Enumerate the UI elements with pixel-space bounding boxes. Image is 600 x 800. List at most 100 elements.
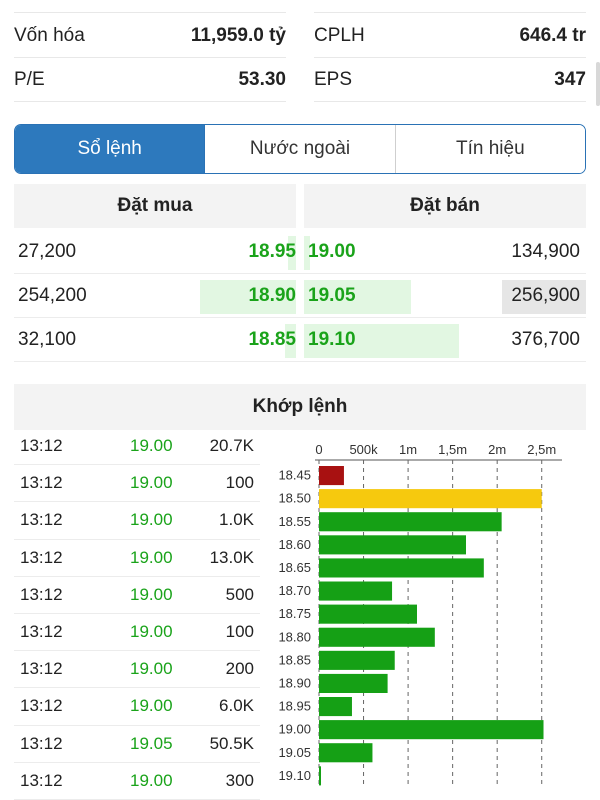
price-level-label: 18.85 (278, 652, 311, 667)
x-tick-label: 500k (349, 442, 378, 457)
trade-row: 13:12 19.00 13.0K (14, 540, 260, 577)
buy-header: Đặt mua (14, 184, 296, 228)
scrollbar[interactable] (596, 62, 600, 106)
price-level-label: 19.10 (278, 768, 311, 783)
trade-volume: 1.0K (219, 510, 254, 530)
stat-row-pe: P/E 53.30 (14, 58, 286, 102)
trade-price: 19.00 (130, 436, 173, 455)
trade-time: 13:12 (20, 696, 63, 716)
stat-row-market-cap: Vốn hóa 11,959.0 tỷ (14, 14, 286, 58)
buy-depth-bar (200, 280, 296, 314)
trade-price: 19.00 (130, 510, 173, 530)
price-level-label: 19.05 (278, 745, 311, 760)
trade-time: 13:12 (20, 621, 63, 641)
trade-time: 13:12 (20, 659, 63, 679)
volume-bar (319, 743, 373, 763)
trade-time: 13:12 (20, 547, 63, 567)
trade-price: 19.00 (130, 584, 173, 604)
sell-volume-highlight (502, 280, 586, 314)
trade-time: 13:12 (20, 473, 63, 493)
x-tick-label: 2,5m (527, 442, 556, 457)
stat-label: P/E (14, 68, 45, 90)
price-level-label: 18.65 (278, 560, 311, 575)
trade-row: 13:12 19.00 100 (14, 614, 260, 652)
price-level-label: 18.80 (278, 629, 311, 644)
sell-volume[interactable]: 134,900 (511, 241, 580, 262)
order-book-row: 32,100 18.85 19.10 376,700 (14, 318, 586, 362)
buy-volume[interactable]: 254,200 (18, 285, 87, 306)
tab-bar: Sổ lệnh Nước ngoài Tín hiệu (14, 124, 586, 174)
x-tick-label: 1m (399, 442, 417, 457)
stat-row-shares: CPLH 646.4 tr (314, 14, 586, 58)
sell-volume[interactable]: 256,900 (511, 285, 580, 306)
price-level-label: 18.55 (278, 514, 311, 529)
stat-label: EPS (314, 68, 353, 90)
trade-volume: 300 (225, 770, 254, 790)
tab-signals[interactable]: Tín hiệu (395, 125, 585, 173)
tab-order-book[interactable]: Sổ lệnh (15, 125, 206, 173)
volume-bar (319, 766, 321, 786)
buy-depth-bar (285, 324, 296, 358)
buy-volume[interactable]: 27,200 (18, 241, 77, 262)
trade-row: 13:12 19.05 50.5K (14, 726, 260, 763)
stats-left-column: Vốn hóa 11,959.0 tỷ P/E 53.30 (14, 0, 286, 104)
price-level-label: 18.60 (278, 537, 311, 552)
trade-row: 13:12 19.00 6.0K (14, 688, 260, 726)
trade-time: 13:12 (20, 733, 63, 753)
trade-time: 13:12 (20, 510, 63, 530)
buy-price[interactable]: 18.95 (248, 241, 296, 262)
stat-row-eps: EPS 347 (314, 58, 586, 102)
divider (14, 12, 286, 13)
buy-depth-bar (288, 236, 296, 270)
trade-price: 19.00 (130, 770, 173, 790)
price-level-label: 18.45 (278, 468, 311, 483)
divider (314, 12, 586, 13)
x-tick-label: 1,5m (438, 442, 467, 457)
trade-time: 13:12 (20, 770, 63, 790)
buy-volume[interactable]: 32,100 (18, 329, 77, 350)
trade-price: 19.05 (130, 733, 173, 753)
sell-depth-bar (304, 236, 310, 270)
trade-volume: 100 (225, 621, 254, 641)
sell-price[interactable]: 19.10 (308, 329, 356, 350)
trade-volume: 200 (225, 659, 254, 679)
sell-price[interactable]: 19.00 (308, 241, 356, 262)
price-level-label: 18.90 (278, 675, 311, 690)
trade-row: 13:12 19.00 300 (14, 763, 260, 800)
volume-bar (319, 489, 542, 509)
volume-bar (319, 673, 388, 693)
stat-value: 347 (554, 68, 586, 90)
price-level-label: 18.75 (278, 606, 311, 621)
x-tick-label: 2m (488, 442, 506, 457)
sell-volume[interactable]: 376,700 (511, 329, 580, 350)
price-level-label: 19.00 (278, 722, 311, 737)
price-level-label: 18.70 (278, 583, 311, 598)
trade-volume: 100 (225, 473, 254, 493)
trade-row: 13:12 19.00 100 (14, 465, 260, 503)
price-level-label: 18.95 (278, 699, 311, 714)
stat-label: CPLH (314, 24, 365, 46)
trade-row: 13:12 19.00 20.7K (14, 428, 260, 466)
stats-panel: Vốn hóa 11,959.0 tỷ P/E 53.30 CPLH 646.4… (0, 0, 600, 106)
trade-price: 19.00 (130, 696, 173, 716)
volume-bar (319, 535, 466, 555)
sell-price[interactable]: 19.05 (308, 285, 356, 306)
trade-price: 19.00 (130, 473, 173, 493)
trade-row: 13:12 19.00 200 (14, 651, 260, 689)
trade-volume: 6.0K (219, 696, 254, 716)
stat-value: 53.30 (238, 68, 286, 90)
trade-time: 13:12 (20, 584, 63, 604)
trade-volume: 13.0K (209, 547, 254, 567)
buy-price[interactable]: 18.85 (248, 329, 296, 350)
price-level-label: 18.50 (278, 491, 311, 506)
volume-bar (319, 720, 544, 740)
trade-price: 19.00 (130, 621, 173, 641)
trade-row: 13:12 19.00 1.0K (14, 502, 260, 540)
volume-bar (319, 627, 435, 647)
tab-foreign[interactable]: Nước ngoài (205, 125, 396, 173)
x-tick-label: 0 (315, 442, 322, 457)
trade-price: 19.00 (130, 659, 173, 679)
matched-orders-title: Khớp lệnh (14, 384, 586, 430)
buy-price[interactable]: 18.90 (248, 285, 296, 306)
volume-bar (319, 697, 352, 717)
